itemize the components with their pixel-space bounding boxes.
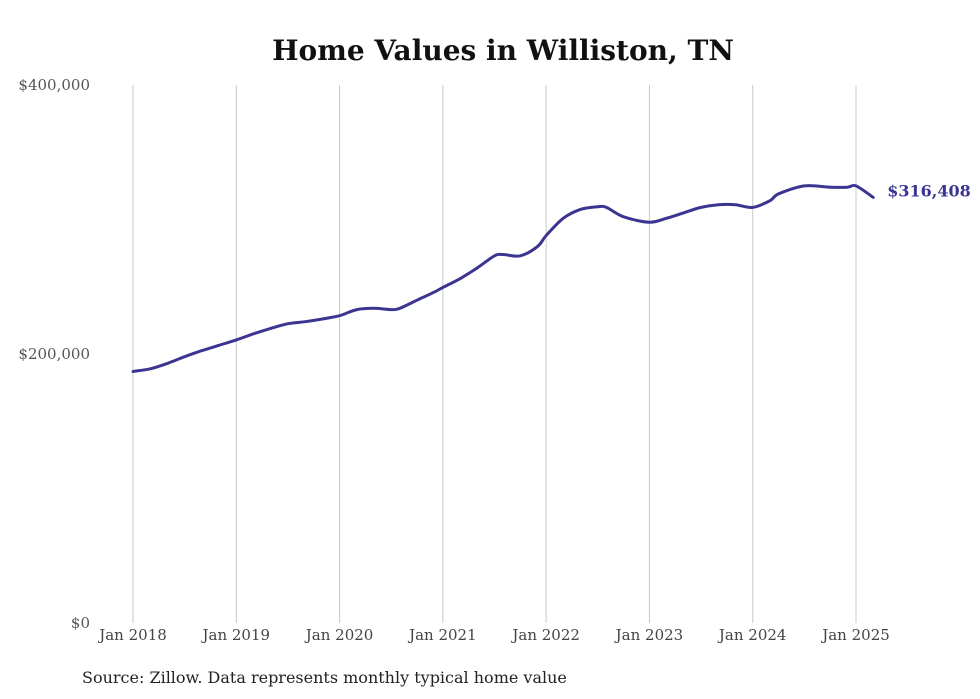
series-layer <box>131 183 875 373</box>
y-axis: $0 $200,000 $400,000 <box>18 76 90 632</box>
x-tick-label: Jan 2023 <box>614 626 684 644</box>
y-tick-label: $200,000 <box>18 345 90 363</box>
source-note: Source: Zillow. Data represents monthly … <box>82 668 567 687</box>
x-tick-label: Jan 2020 <box>304 626 374 644</box>
x-tick-label: Jan 2025 <box>820 626 890 644</box>
chart-title: Home Values in Williston, TN <box>272 34 734 67</box>
end-value-label: $316,408 <box>887 181 971 200</box>
x-tick-label: Jan 2019 <box>201 626 271 644</box>
x-tick-label: Jan 2022 <box>510 626 580 644</box>
x-tick-label: Jan 2018 <box>97 626 167 644</box>
y-tick-label: $400,000 <box>18 76 90 94</box>
x-tick-label: Jan 2021 <box>407 626 477 644</box>
gridlines <box>132 85 857 623</box>
series-line <box>131 183 875 373</box>
x-axis: Jan 2018 Jan 2019 Jan 2020 Jan 2021 Jan 2022… <box>97 626 890 644</box>
y-tick-label: $0 <box>71 614 90 632</box>
x-tick-label: Jan 2024 <box>717 626 787 644</box>
